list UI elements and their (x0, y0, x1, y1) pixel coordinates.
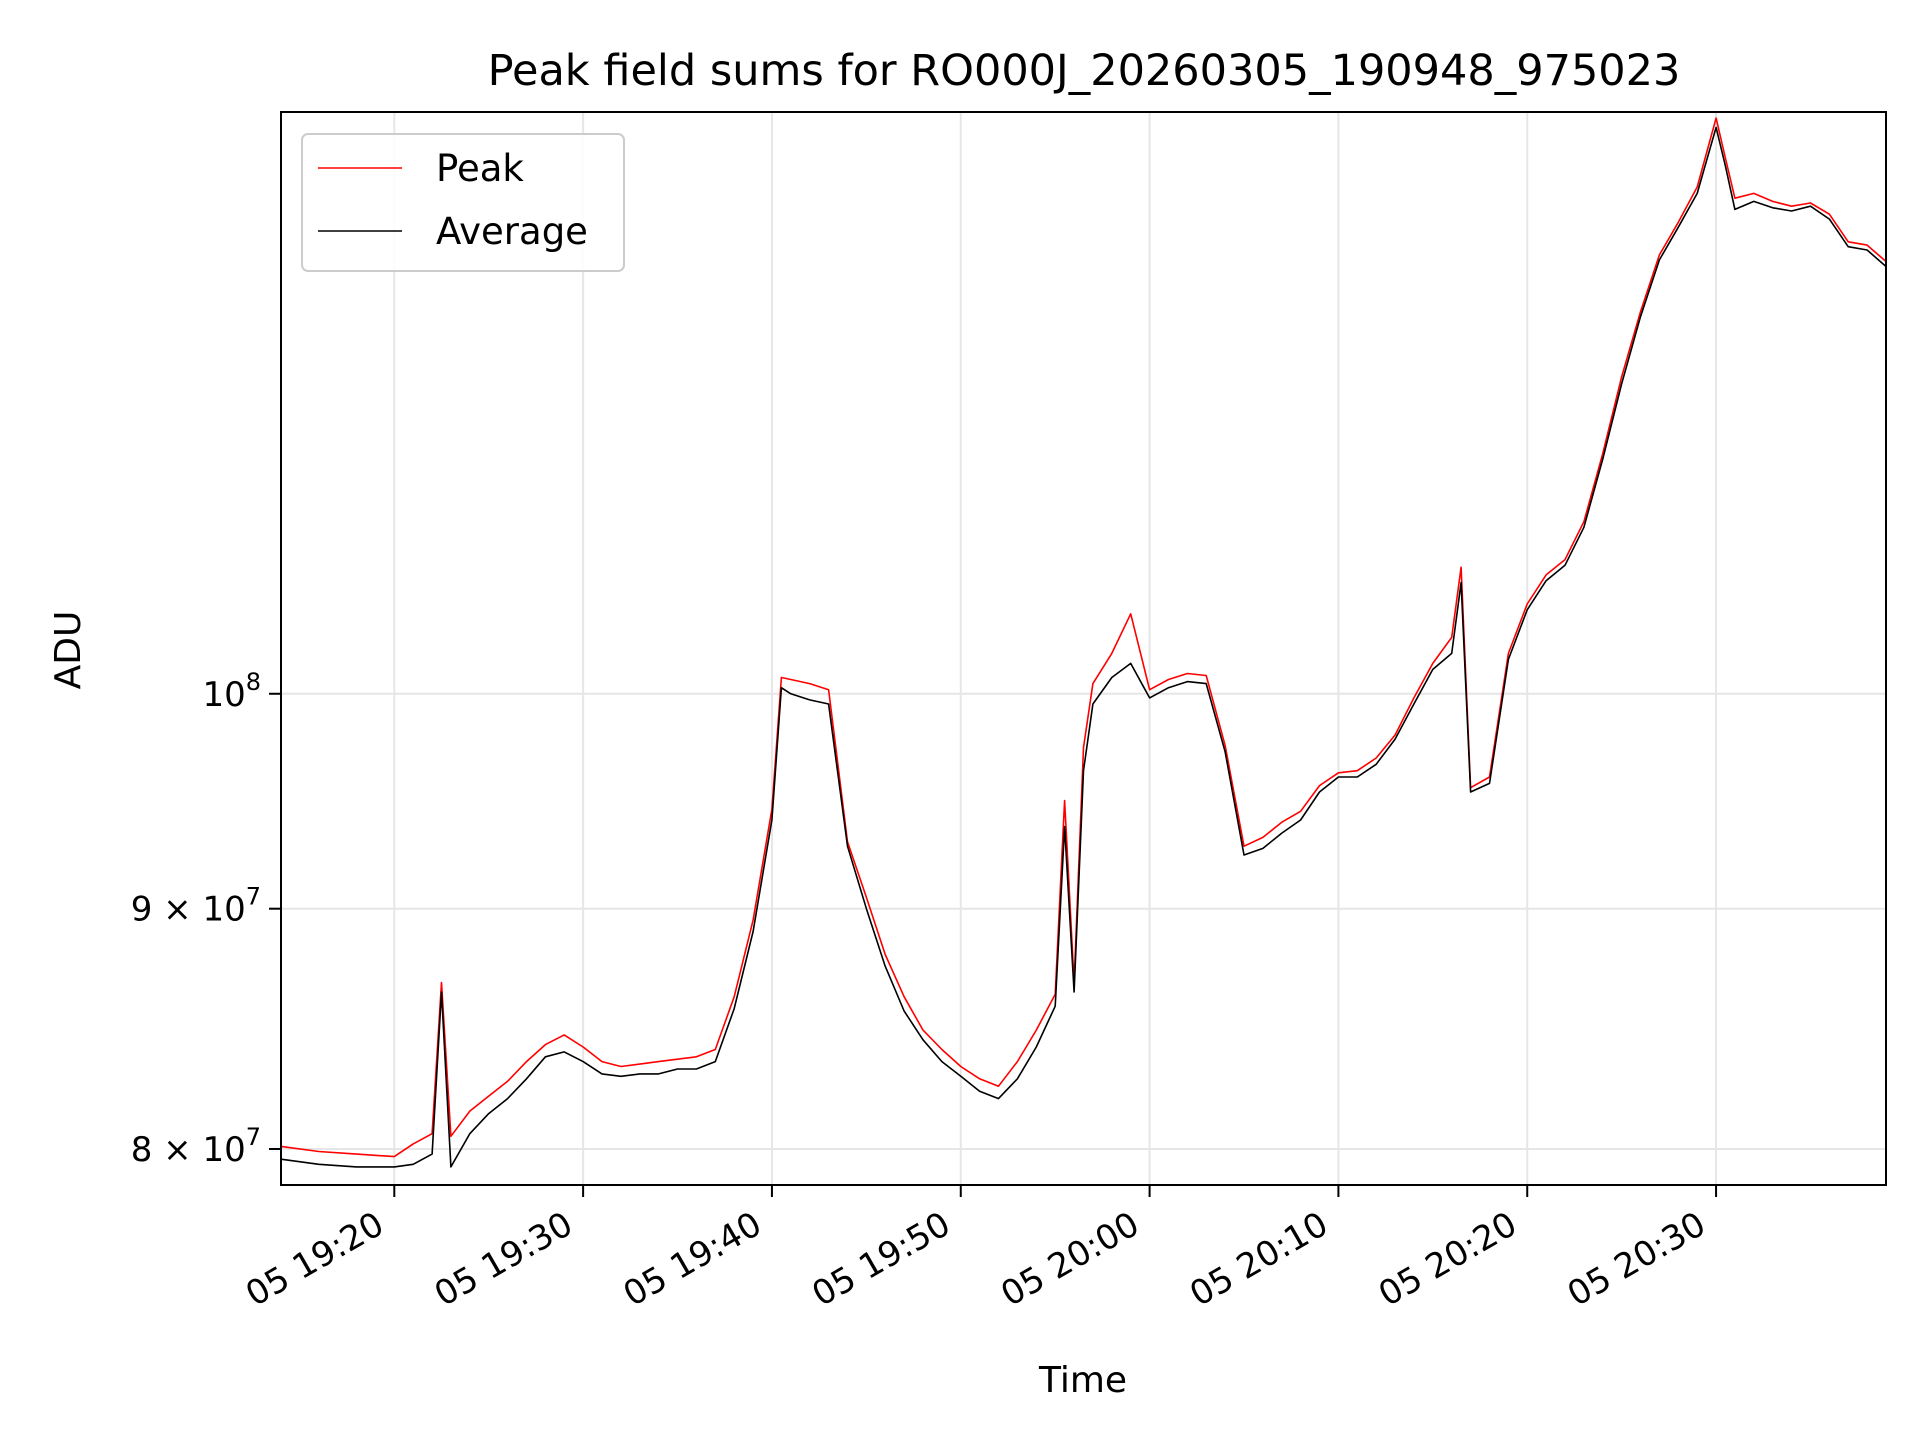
y-tick-exponent: 8 (246, 668, 261, 696)
series-line-peak (280, 117, 1887, 1158)
y-tick-label: 9 × 107 (131, 883, 261, 930)
y-axis-title: ADU (48, 611, 89, 690)
legend-label-average: Average (436, 210, 588, 253)
legend-label-peak: Peak (436, 147, 524, 190)
y-tick-mantissa: 8 (131, 1130, 153, 1170)
y-tick-base: 10 (202, 675, 245, 715)
legend: Peak Average (301, 133, 625, 272)
series-line-average (280, 126, 1887, 1168)
y-tick-exponent: 7 (246, 1123, 261, 1151)
y-tick-base: × 10 (152, 1130, 245, 1170)
plot-area (280, 117, 1887, 1168)
y-tick-exponent: 7 (246, 883, 261, 911)
y-tick-label: 8 × 107 (131, 1123, 261, 1170)
chart-title: Peak field sums for RO000J_20260305_1909… (488, 46, 1681, 96)
grid (281, 112, 1886, 1185)
x-axis-title: Time (1038, 1360, 1127, 1401)
y-tick-label: 108 (202, 668, 261, 715)
plot-frame (280, 111, 1887, 1186)
y-tick-base: × 10 (152, 890, 245, 930)
y-tick-mantissa: 9 (131, 890, 153, 930)
